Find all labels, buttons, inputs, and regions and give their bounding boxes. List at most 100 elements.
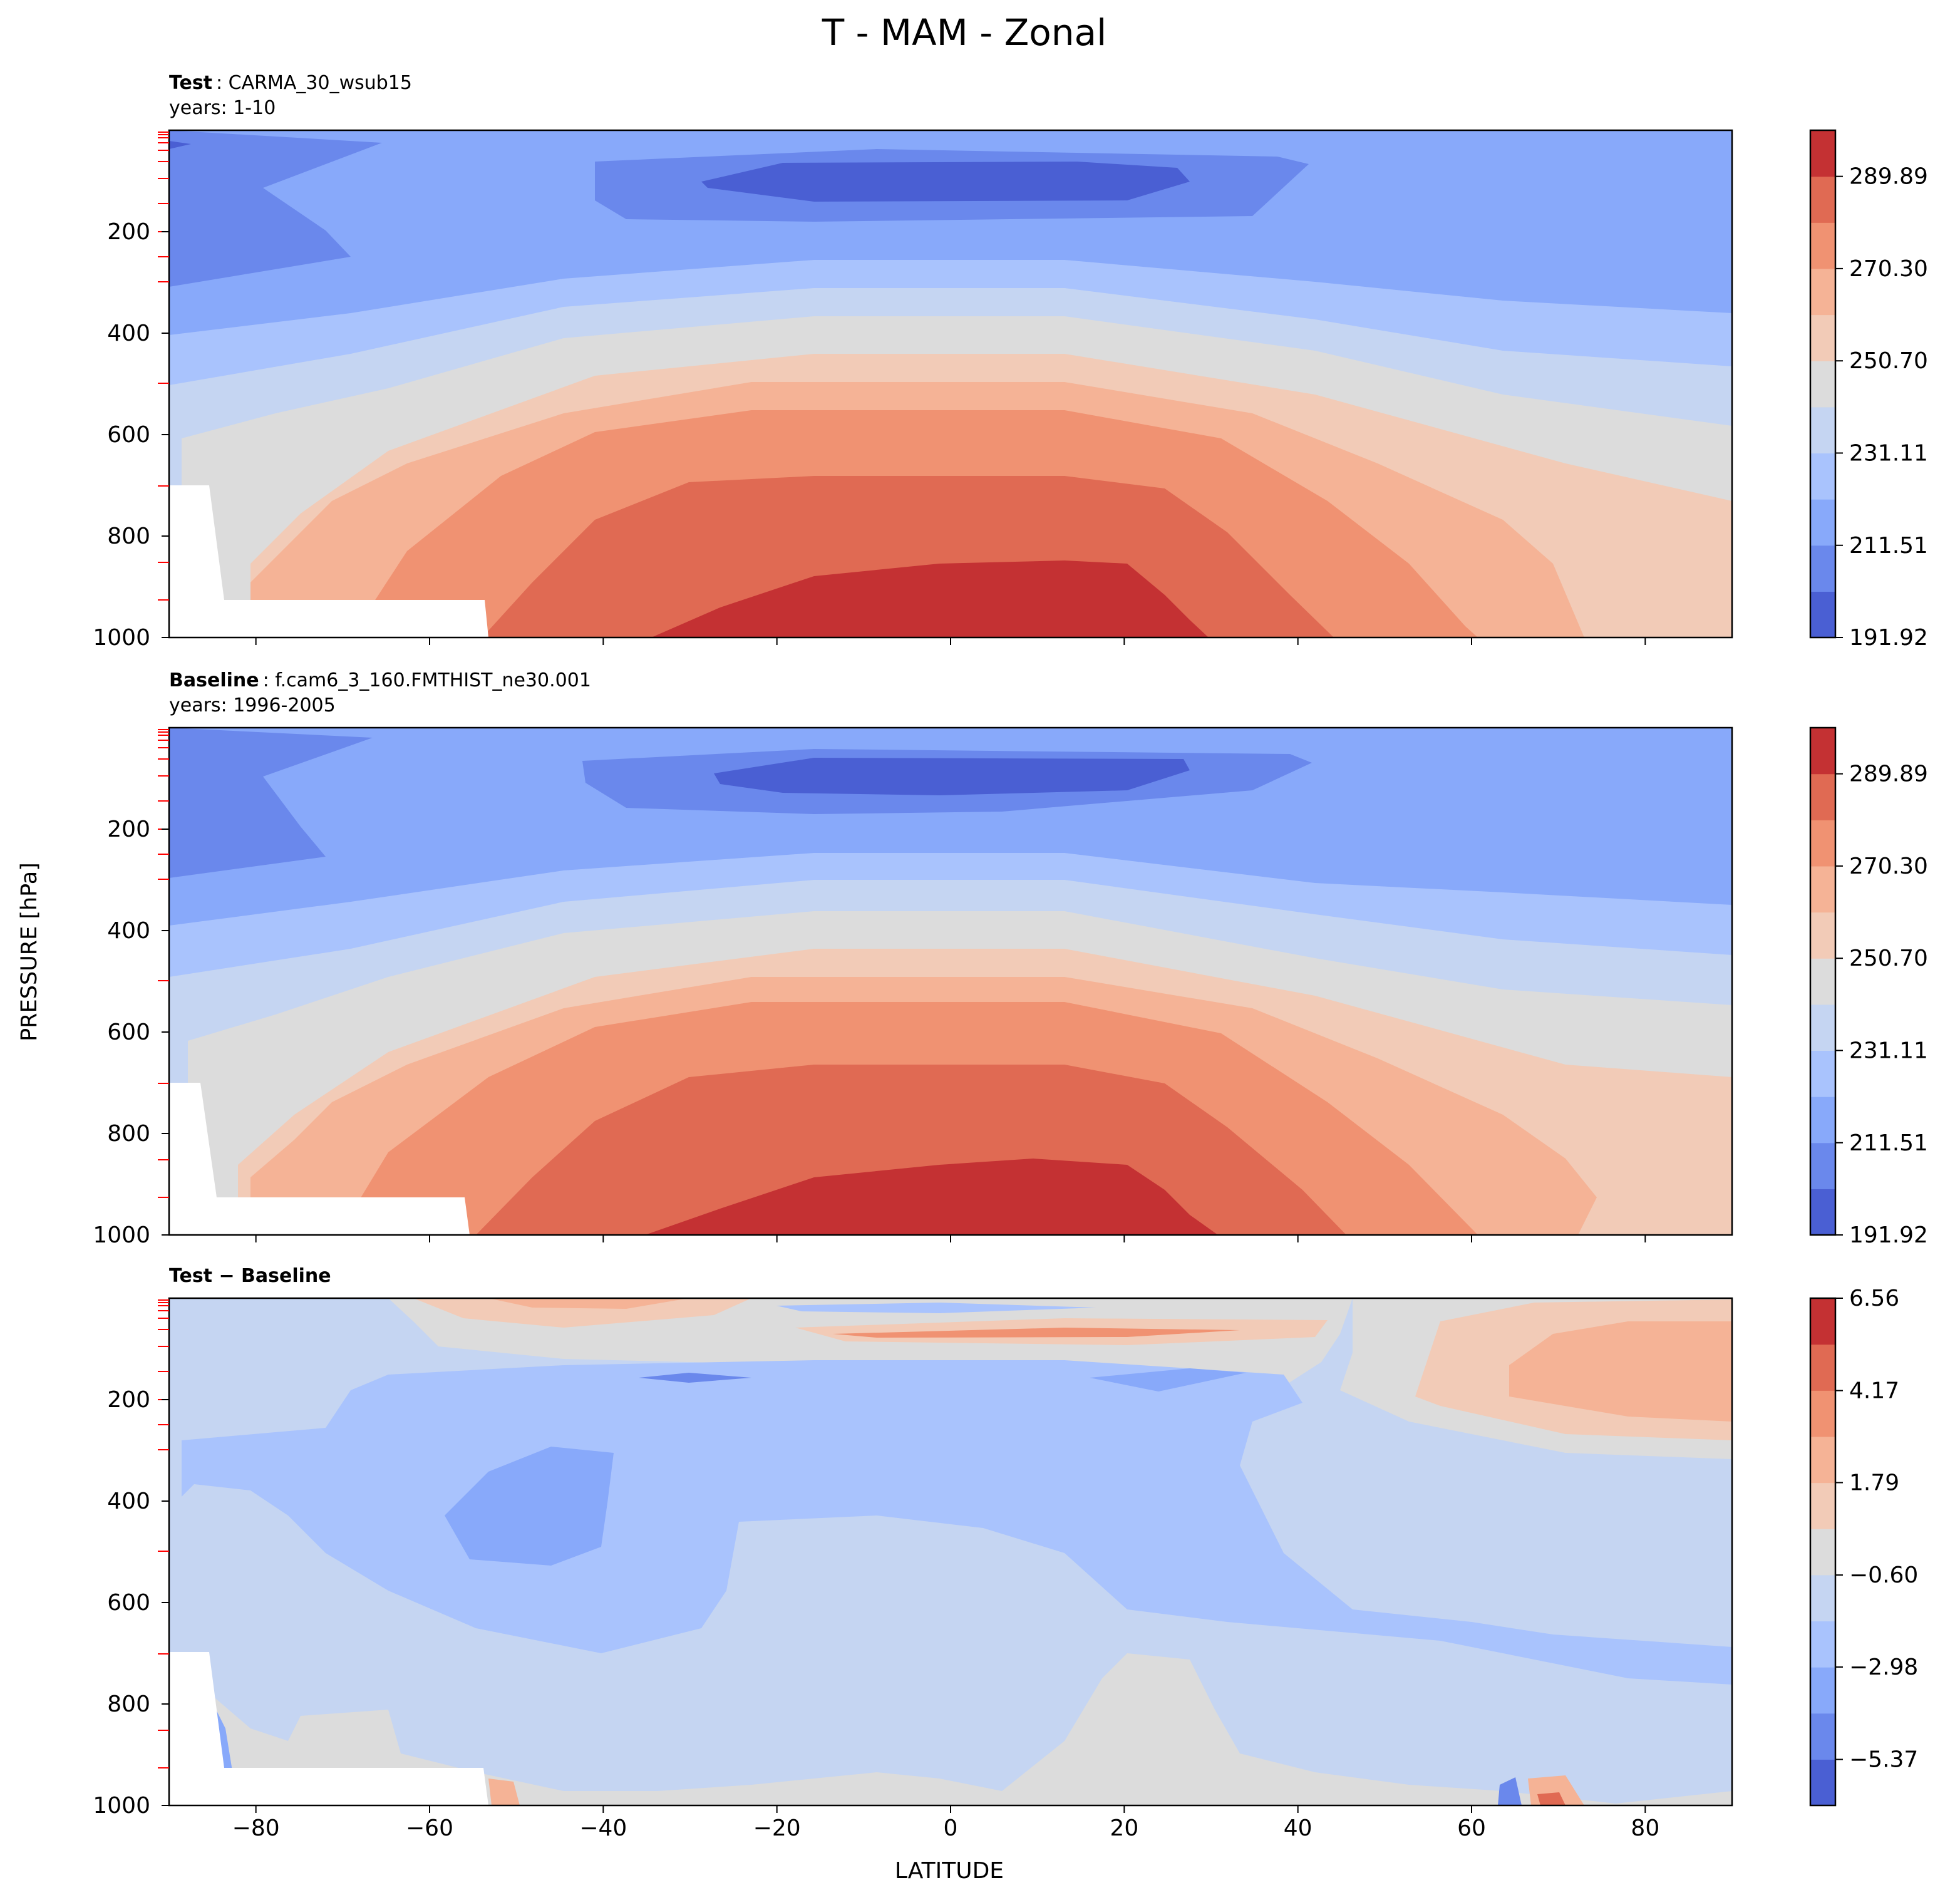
panel-baseline-subtitle: years: 1996-2005: [169, 694, 336, 716]
contour-band-7: [776, 1303, 1096, 1313]
panel-baseline-colorbar-frame: [1809, 726, 1837, 1236]
colorbar-band: [1810, 1004, 1835, 1051]
contour-band-5: [169, 141, 191, 149]
colorbar-band: [1810, 1050, 1835, 1097]
panel-diff-colorbar-bands: [1810, 1298, 1835, 1806]
colorbar-tick-label: 6.56: [1849, 1286, 1899, 1311]
colorbar-band: [1810, 1390, 1835, 1437]
panel-diff-axes: −80 −60 −40 −20 0 20 40 60 80 200 400 600 800 1000: [93, 1387, 1659, 1841]
y-tick-label: 400: [107, 321, 150, 346]
colorbar-band: [1810, 545, 1835, 592]
panel-test-title-text: : CARMA_30_wsub15: [216, 72, 412, 94]
colorbar-tick-label: −0.60: [1849, 1562, 1918, 1588]
y-tick-label: 400: [107, 918, 150, 944]
contour-band-5: [169, 733, 200, 742]
panel-baseline-colorbar: 289.89 270.30 250.70 231.11 211.51 191.92: [1809, 726, 1928, 1248]
terrain-mask: [169, 1083, 470, 1235]
x-tick-label: −60: [406, 1815, 453, 1841]
contour-band-4: [701, 162, 1190, 202]
colorbar-tick-label: 289.89: [1849, 762, 1928, 787]
panel-baseline-colorbar-bands: [1810, 728, 1835, 1236]
colorbar-tick-label: 270.30: [1849, 256, 1928, 282]
panel-test: Test: CARMA_30_wsub15 years: 1-10 200 400…: [93, 72, 1928, 651]
colorbar-tick-label: 231.11: [1849, 440, 1928, 466]
colorbar-tick-label: 289.89: [1849, 164, 1928, 190]
colorbar-tick-label: 4.17: [1849, 1378, 1899, 1404]
x-tick-label: 20: [1110, 1815, 1138, 1841]
contour-band-4: [714, 758, 1190, 795]
panel-test-subtitle: years: 1-10: [169, 97, 276, 119]
y-tick-label: 800: [107, 524, 150, 549]
x-tick-label: −20: [753, 1815, 801, 1841]
level-ticks: [158, 729, 169, 1198]
colorbar-band: [1810, 1142, 1835, 1189]
colorbar-tick-label: 211.51: [1849, 1130, 1928, 1156]
y-axis-label: PRESSURE [hPa]: [17, 862, 42, 1041]
y-tick-label: 200: [107, 817, 150, 842]
colorbar-band: [1810, 728, 1835, 775]
panel-test-title: Test: CARMA_30_wsub15: [169, 72, 412, 94]
colorbar-tick-label: 1.79: [1849, 1470, 1899, 1495]
panel-test-axes: 200 400 600 800 1000: [93, 219, 1646, 651]
panel-diff-colorbar: 6.56 4.17 1.79 −0.60 −2.98 −5.37: [1809, 1286, 1918, 1807]
y-tick-label: 1000: [93, 625, 150, 651]
y-tick-label: 600: [107, 422, 150, 448]
y-tick-label: 400: [107, 1489, 150, 1514]
panel-test-colorbar-bands: [1810, 130, 1835, 638]
panel-baseline: Baseline: f.cam6_3_160.FMTHIST_ne30.001 …: [93, 669, 1928, 1248]
colorbar-tick-label: 270.30: [1849, 854, 1928, 879]
colorbar-tick-label: 250.70: [1849, 946, 1928, 971]
colorbar-band: [1810, 176, 1835, 223]
y-tick-label: 200: [107, 1387, 150, 1413]
colorbar-band: [1810, 1344, 1835, 1391]
panel-test-colorbar-ticks: 289.89 270.30 250.70 231.11 211.51 191.92: [1835, 164, 1928, 651]
colorbar-band: [1810, 130, 1835, 177]
y-tick-label: 1000: [93, 1793, 150, 1819]
x-tick-label: 40: [1284, 1815, 1313, 1841]
colorbar-band: [1810, 1621, 1835, 1668]
colorbar-band: [1810, 268, 1835, 316]
colorbar-band: [1810, 958, 1835, 1005]
panel-diff-title: Test − Baseline: [169, 1265, 331, 1287]
colorbar-band: [1810, 453, 1835, 500]
contour-band-14: [1090, 1368, 1246, 1391]
colorbar-band: [1810, 1298, 1835, 1345]
colorbar-band: [1810, 1482, 1835, 1529]
colorbar-tick-label: 231.11: [1849, 1038, 1928, 1063]
panel-baseline-title: Baseline: f.cam6_3_160.FMTHIST_ne30.001: [169, 669, 591, 691]
colorbar-band: [1810, 591, 1835, 638]
colorbar-tick-label: 191.92: [1849, 625, 1928, 651]
colorbar-band: [1810, 406, 1835, 454]
contour-band-4: [488, 1298, 689, 1309]
colorbar-band: [1810, 912, 1835, 959]
panel-baseline-field: [169, 728, 1732, 1235]
contour-band-22: [488, 1779, 520, 1805]
contour-band-13: [645, 1159, 1218, 1235]
contour-band-13: [651, 560, 1209, 638]
contour-band-20: [1537, 1792, 1565, 1805]
panel-test-field: [169, 130, 1732, 638]
colorbar-tick-label: −2.98: [1849, 1655, 1918, 1680]
colorbar-band: [1810, 499, 1835, 546]
panel-test-colorbar: 289.89 270.30 250.70 231.11 211.51 191.92: [1809, 129, 1928, 651]
panel-baseline-colorbar-ticks: 289.89 270.30 250.70 231.11 211.51 191.92: [1835, 762, 1928, 1248]
contour-band-10: [1509, 1321, 1732, 1422]
x-axis-label: LATITUDE: [895, 1858, 1004, 1884]
y-tick-label: 600: [107, 1020, 150, 1045]
terrain-mask: [169, 1652, 488, 1805]
x-tick-label: 0: [944, 1815, 958, 1841]
contour-band-6: [833, 1328, 1240, 1338]
contour-band-2: [169, 130, 382, 287]
colorbar-tick-label: −5.37: [1849, 1747, 1918, 1773]
y-tick-label: 200: [107, 219, 150, 245]
colorbar-band: [1810, 820, 1835, 867]
colorbar-band: [1810, 222, 1835, 269]
x-tick-label: −40: [579, 1815, 627, 1841]
panel-baseline-title-text: : f.cam6_3_160.FMTHIST_ne30.001: [263, 669, 591, 691]
contour-band-11: [182, 1360, 1732, 1685]
y-tick-label: 800: [107, 1691, 150, 1717]
colorbar-tick-label: 211.51: [1849, 533, 1928, 559]
contour-band-21: [1498, 1777, 1522, 1805]
panel-diff-colorbar-ticks: 6.56 4.17 1.79 −0.60 −2.98 −5.37: [1835, 1286, 1918, 1773]
